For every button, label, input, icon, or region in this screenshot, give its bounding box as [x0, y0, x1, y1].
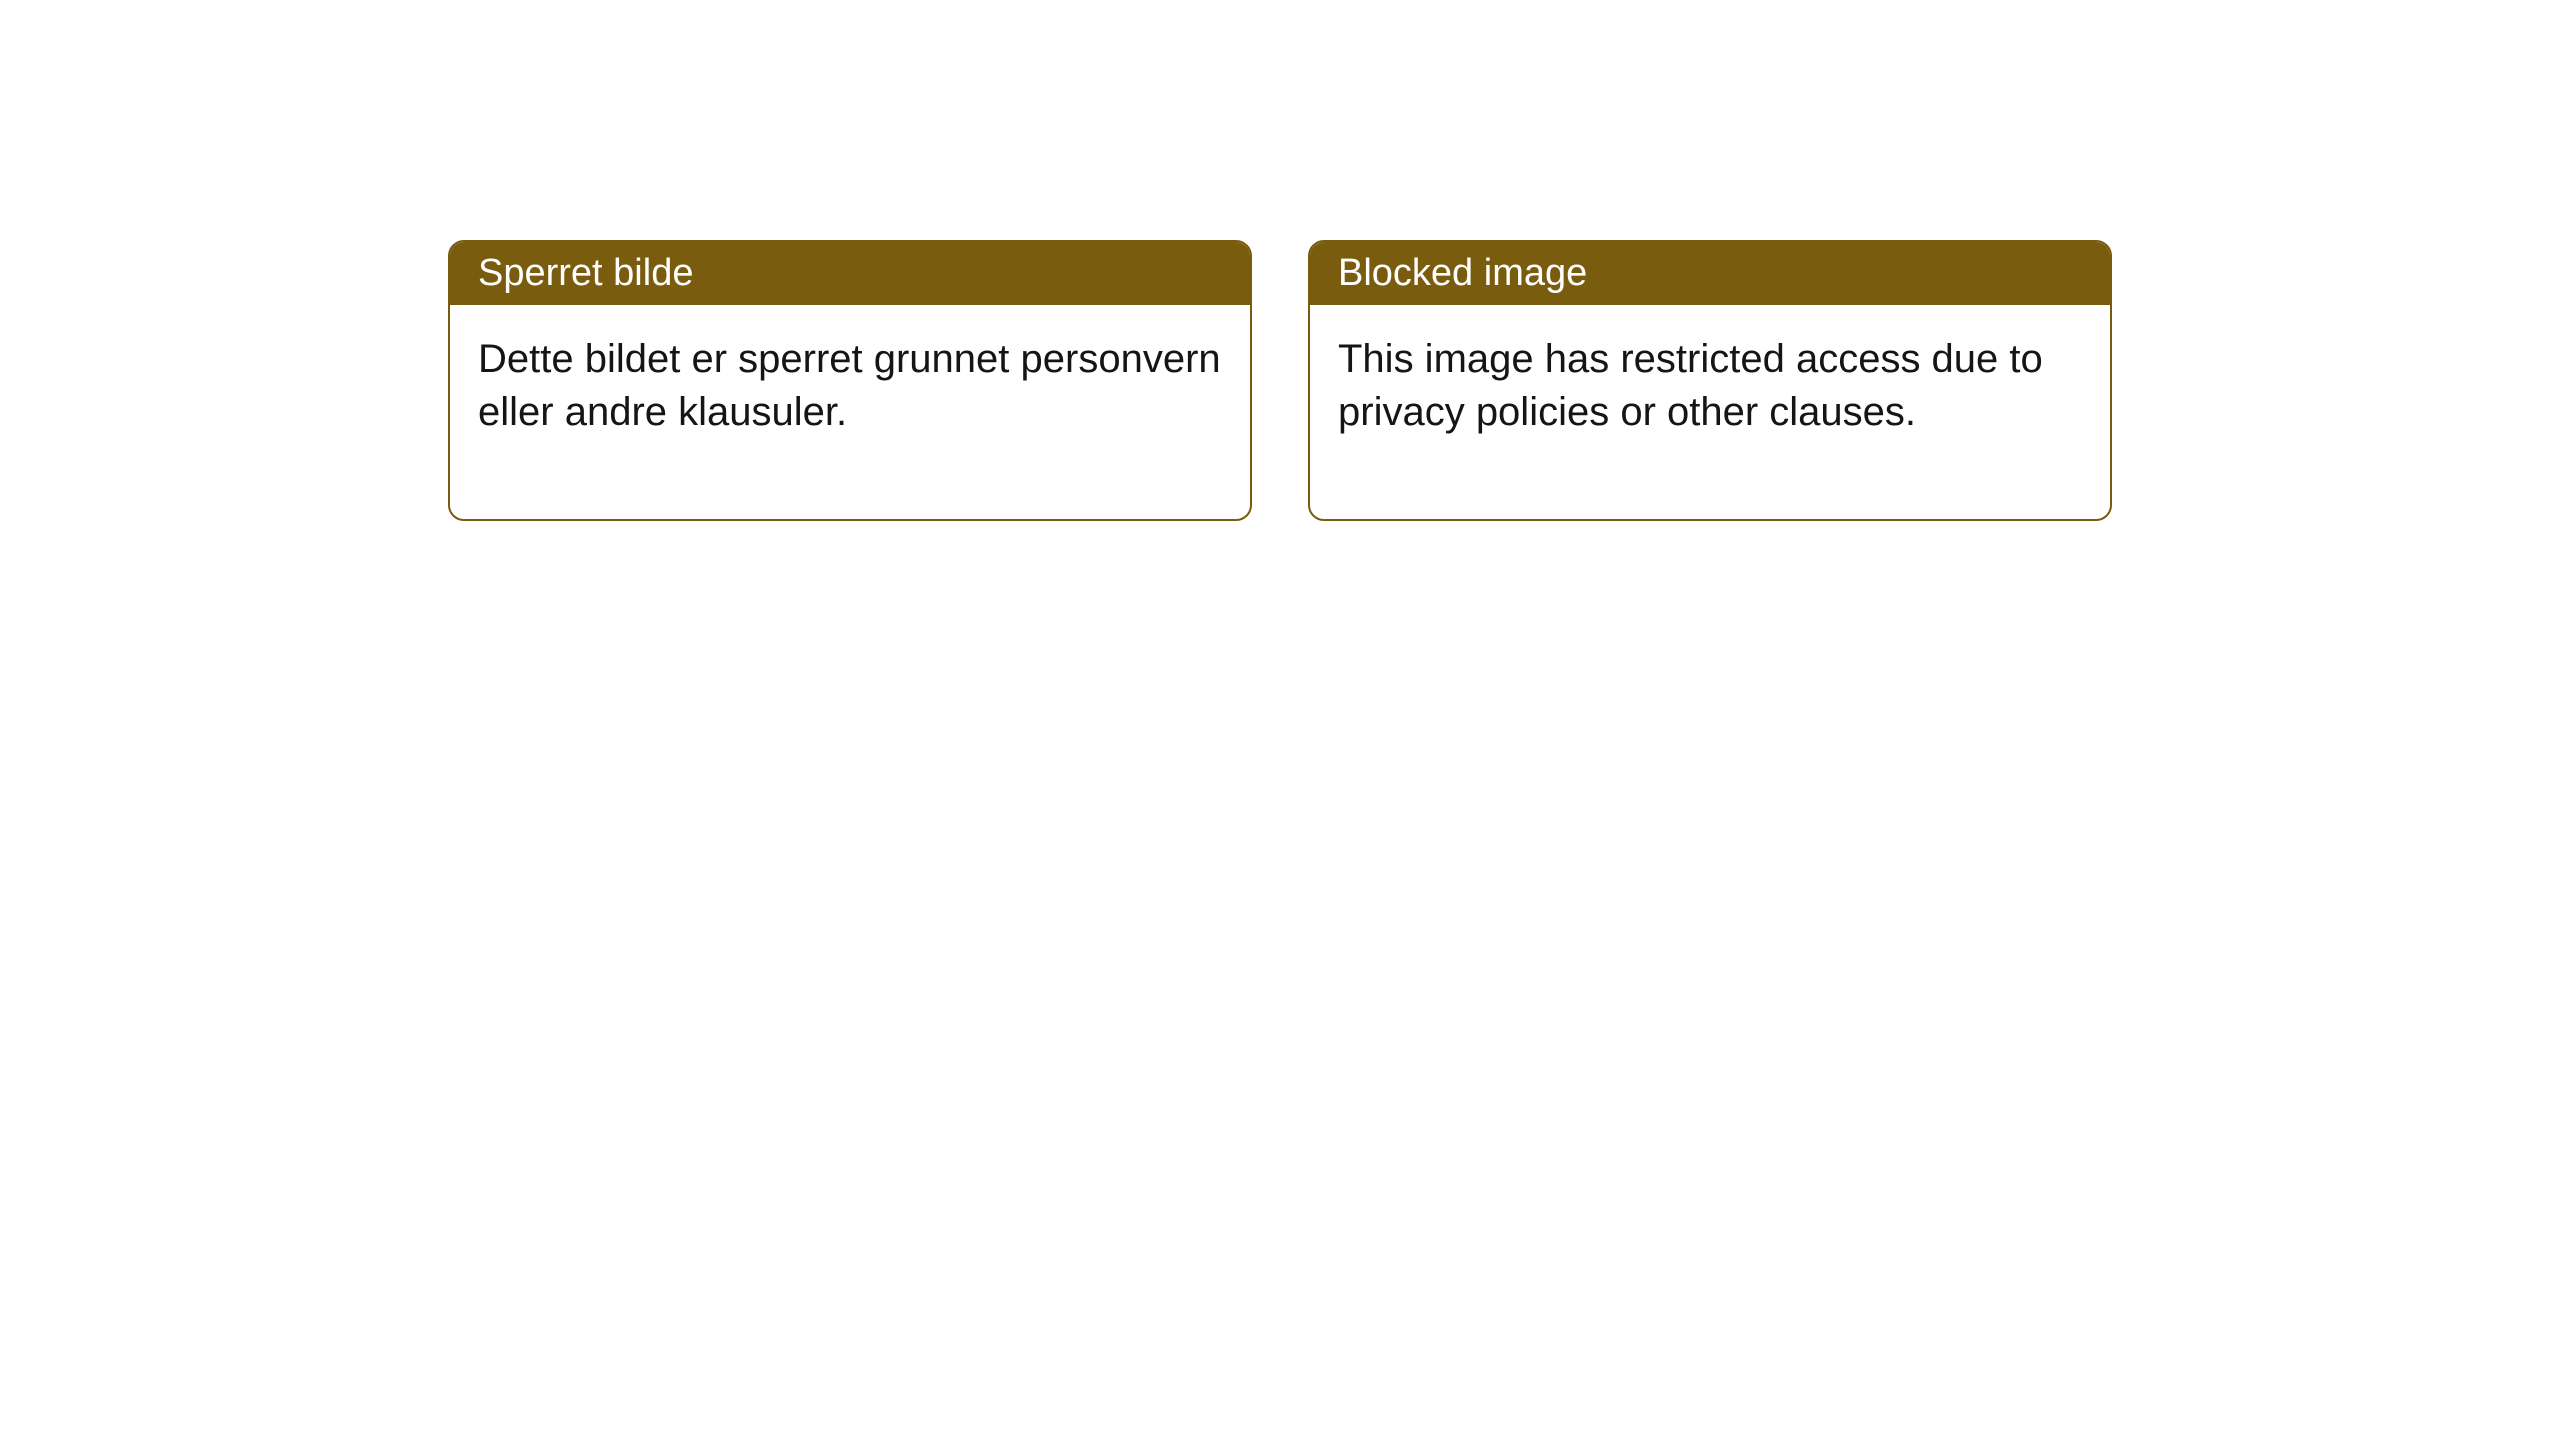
notice-card-en: Blocked image This image has restricted … [1308, 240, 2112, 521]
notice-body-no: Dette bildet er sperret grunnet personve… [450, 305, 1250, 519]
notice-title-en: Blocked image [1310, 242, 2110, 305]
notice-card-no: Sperret bilde Dette bildet er sperret gr… [448, 240, 1252, 521]
notice-container: Sperret bilde Dette bildet er sperret gr… [448, 240, 2112, 521]
notice-title-no: Sperret bilde [450, 242, 1250, 305]
notice-body-en: This image has restricted access due to … [1310, 305, 2110, 519]
